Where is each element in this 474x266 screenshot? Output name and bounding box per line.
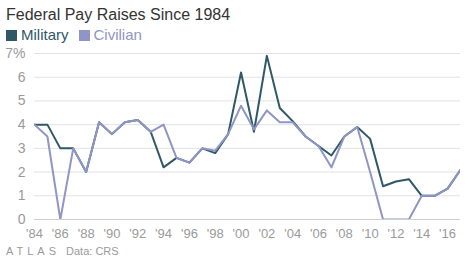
svg-text:2: 2 bbox=[18, 164, 26, 180]
svg-text:6: 6 bbox=[18, 69, 26, 85]
html-text:Civilian: Civilian bbox=[93, 26, 142, 43]
svg-text:'16: '16 bbox=[439, 226, 456, 241]
svg-text:'06: '06 bbox=[310, 226, 327, 241]
svg-text:'08: '08 bbox=[336, 226, 353, 241]
svg-text:'94: '94 bbox=[155, 226, 172, 241]
svg-text:'12: '12 bbox=[387, 226, 404, 241]
svg-text:'04: '04 bbox=[284, 226, 301, 241]
svg-text:1: 1 bbox=[18, 187, 26, 203]
svg-text:'86: '86 bbox=[52, 226, 69, 241]
svg-text:3: 3 bbox=[18, 140, 26, 156]
svg-text:'84: '84 bbox=[26, 226, 43, 241]
svg-text:'88: '88 bbox=[78, 226, 95, 241]
svg-text:'96: '96 bbox=[181, 226, 198, 241]
svg-text:'14: '14 bbox=[413, 226, 430, 241]
html-text:Federal Pay Raises Since 1984: Federal Pay Raises Since 1984 bbox=[6, 6, 231, 23]
svg-text:0: 0 bbox=[18, 211, 26, 227]
html-text:ATLAS: ATLAS bbox=[6, 245, 60, 257]
svg-text:'98: '98 bbox=[207, 226, 224, 241]
svg-text:'00: '00 bbox=[233, 226, 250, 241]
svg-text:'02: '02 bbox=[258, 226, 275, 241]
svg-text:4: 4 bbox=[18, 116, 26, 132]
svg-text:5: 5 bbox=[18, 92, 26, 108]
svg-text:'92: '92 bbox=[129, 226, 146, 241]
svg-text:7%: 7% bbox=[5, 45, 25, 61]
svg-text:'90: '90 bbox=[103, 226, 120, 241]
html-text:Military: Military bbox=[21, 26, 69, 43]
html-text:Data: CRS: Data: CRS bbox=[66, 245, 119, 257]
svg-text:'10: '10 bbox=[362, 226, 379, 241]
